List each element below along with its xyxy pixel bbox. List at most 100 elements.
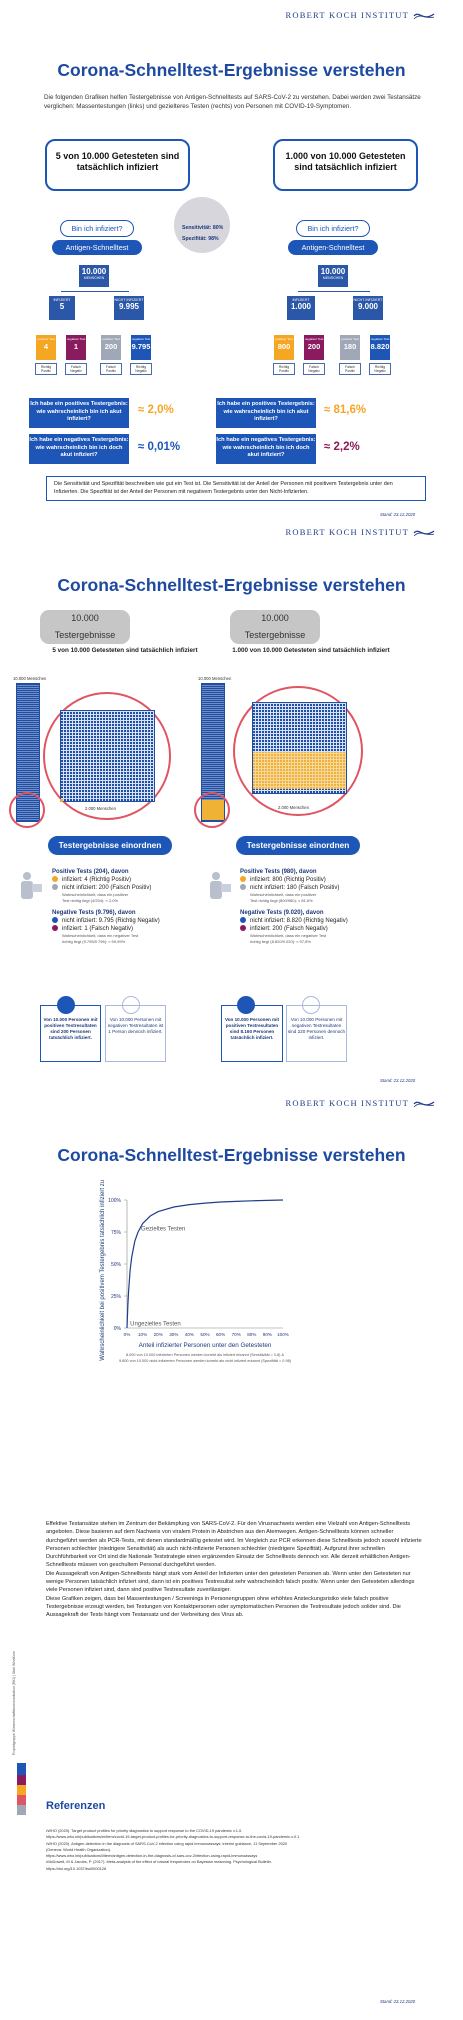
x-tick-label: 90% <box>263 1332 272 1337</box>
dot-blue-icon <box>240 917 246 924</box>
legend-right-pos-s2: Test richtig liegt (800/980): ≈ 81,6% <box>250 898 313 903</box>
legend-left-neg-b: infiziert: 1 (Falsch Negativ) <box>52 925 202 933</box>
tree-left-root: 10.000 MENSCHEN <box>79 265 109 287</box>
stripe-grey <box>17 1805 26 1815</box>
legend-left-neg-s2: richtig liegt (9.795/9.796): ≈ 99,99% <box>62 939 126 944</box>
x-tick-label: 60% <box>216 1332 225 1337</box>
band-left: 10.000 Testergebnisse <box>40 610 130 644</box>
legend-right-pos-s1: Wahrscheinlichkeit, dass ein positiver <box>250 892 317 897</box>
rki-logo-icon <box>413 13 435 20</box>
leaf-left-fp-label: Falsch Positiv <box>100 363 122 375</box>
x-tick-label: 50% <box>200 1332 209 1337</box>
leaf-left-fp: positiver Test 200 <box>101 335 121 360</box>
people-icon-left <box>21 872 42 899</box>
sidebar-credit: Projektgruppe Wissenschaftskommunikation… <box>12 1651 16 1755</box>
big-label-right: 2.000 Menschen <box>278 805 309 810</box>
waffle-yellow-right <box>253 752 346 789</box>
legend-right-pos-b: nicht infiziert: 180 (Falsch Positiv) <box>240 884 400 892</box>
tall-label-left: 10.000 Menschen <box>13 676 47 681</box>
leaf-right-fp: positiver Test 180 <box>340 335 360 360</box>
leaf-left-tn-label: Richtig Negativ <box>130 363 152 375</box>
legend-left-pos-s2: Test richtig liegt (4/204): ≈ 2,0% <box>62 898 118 903</box>
legend-left-pos-head: Positive Tests (204), davon <box>52 869 129 875</box>
legend-right-neg-s2: richtig liegt (8.820/9.020): ≈ 97,8% <box>250 939 311 944</box>
legend-right-neg-head: Negative Tests (9.020), davon <box>240 910 324 916</box>
y-tick-label: 75% <box>111 1230 122 1236</box>
legend-left-pos-b: nicht infiziert: 200 (Falsch Positiv) <box>52 884 202 892</box>
classify-pill-right: Testergebnisse einordnen <box>236 836 360 855</box>
card-pos-left: Von 10.000 Personen mit positiven Testre… <box>40 1005 101 1062</box>
pill-antigen-left: Antigen-Schnelltest <box>52 240 142 255</box>
references-list: •WHO (2020). Target product profiles for… <box>46 1828 426 1872</box>
legend-left-neg-head: Negative Tests (9.796), davon <box>52 910 136 916</box>
definition-box: Die Sensitivität und Spezifität beschrei… <box>46 476 426 501</box>
specificity-label: Spezifität: 98% <box>182 236 219 242</box>
dot-purple-icon <box>240 925 246 932</box>
leaf-left-tn: negativer Test 9.795 <box>131 335 151 360</box>
org-logo: ROBERT KOCH INSTITUT <box>286 10 435 22</box>
date-s2: Stand: 23.12.2020 <box>380 1078 416 1083</box>
legend-right-neg-s1: Wahrscheinlichkeit, dass ein negativer T… <box>250 933 327 938</box>
stripe-red <box>17 1795 26 1805</box>
legend-left-pos-s1: Wahrscheinlichkeit, dass ein positiver <box>62 892 129 897</box>
reference-line: https://doi.org/10.1037/bul0000126 <box>46 1865 107 1871</box>
x-tick-label: 70% <box>232 1332 241 1337</box>
zoom-circle-left <box>9 792 45 828</box>
leaf-left-fn-label: Falsch Negativ <box>65 363 87 375</box>
body-paragraph-2: Die Aussagekraft von Antigen-Schnelltest… <box>46 1570 415 1594</box>
org-name-3: ROBERT KOCH INSTITUT <box>285 1098 409 1108</box>
card-neg-right: Von 10.000 Personen mit negativen Testre… <box>286 1005 347 1062</box>
y-tick-label: 25% <box>111 1294 122 1300</box>
tree-right-notinfected: NICHT INFIZIERT 9.000 <box>353 296 383 320</box>
x-tick-label: 20% <box>154 1332 163 1337</box>
x-tick-label: 0% <box>124 1332 131 1337</box>
s2-left-head: 5 von 10.000 Getesteten sind tatsächlich… <box>52 647 198 654</box>
legend-left-neg-a: nicht infiziert: 9.795 (Richtig Negativ) <box>52 917 202 925</box>
series-line <box>126 1199 284 1329</box>
x-tick-label: 100% <box>277 1332 289 1337</box>
pill-antigen-right: Antigen-Schnelltest <box>288 240 378 255</box>
leaf-right-tp: positiver Test 800 <box>274 335 294 360</box>
legend-left-pos-a: infiziert: 4 (Richtig Positiv) <box>52 876 202 884</box>
band-right: 10.000 Testergebnisse <box>230 610 320 644</box>
dot-grey-icon <box>52 884 58 891</box>
reference-line: (Geneva: World Health Organization). <box>46 1846 112 1852</box>
right-pos-value: ≈ 81,6% <box>324 404 367 416</box>
annotation-ungezieltes: Ungezieltes Testen <box>130 1321 181 1327</box>
s2-right-head: 1.000 von 10.000 Getesteten sind tatsäch… <box>232 647 390 654</box>
body-paragraph-3: Diese Grafiken zeigen, dass bei Massente… <box>46 1595 401 1619</box>
date-s3: Stand: 23.12.2020 <box>380 1999 416 2004</box>
legend-left-neg-s1: Wahrscheinlichkeit, dass ein negativer T… <box>62 933 139 938</box>
legend-right-neg-a: nicht infiziert: 8.820 (Richtig Negativ) <box>240 917 400 925</box>
sensitivity-label: Sensitivität: 80% <box>182 225 224 231</box>
left-pos-value: ≈ 2,0% <box>138 404 174 416</box>
references-heading: Referenzen <box>46 1800 106 1812</box>
leaf-right-fp-label: Falsch Positiv <box>339 363 361 375</box>
tree-right-branch <box>298 291 370 292</box>
intro-text: Die folgenden Grafiken helfen Testergebn… <box>44 94 421 110</box>
dot-orange-icon <box>240 876 246 883</box>
reference-line: •McDowell, M & Jacobs, P. (2017). Meta-a… <box>46 1859 272 1865</box>
body-text: Effektive Testansätze stehen im Zentrum … <box>46 1520 426 1620</box>
stripe-purple <box>17 1775 26 1785</box>
leaf-right-tn: negativer Test 8.820 <box>370 335 390 360</box>
q-pos-right: Ich habe ein positives Testergebnis: wie… <box>216 398 316 428</box>
reference-line: •WHO (2020). Target product profiles for… <box>46 1828 243 1833</box>
legend-right-neg-b: infiziert: 200 (Falsch Negativ) <box>240 925 400 933</box>
reference-line: •WHO (2020). Antigen-detection in the di… <box>46 1840 288 1846</box>
body-paragraph-1: Effektive Testansätze stehen im Zentrum … <box>46 1521 422 1569</box>
leaf-right-fn-label: Falsch Negativ <box>303 363 325 375</box>
org-name-2: ROBERT KOCH INSTITUT <box>285 527 409 537</box>
x-tick-label: 40% <box>185 1332 194 1337</box>
stripe-orange <box>17 1785 26 1795</box>
tall-label-right: 10.000 Menschen <box>198 676 232 681</box>
leaf-right-fn: negativer Test 200 <box>304 335 324 360</box>
x-axis-label: Anteil infizierter Personen unter den Ge… <box>139 1342 272 1349</box>
people-icon-right <box>210 872 231 899</box>
annotation-gezieltes: Gezieltes Testen <box>141 1227 185 1233</box>
card-pos-right: Von 10.000 Personen mit positiven Testre… <box>221 1005 283 1062</box>
chart-note-2: 9.800 von 10.000 nicht infizierten Perso… <box>119 1359 292 1363</box>
q-pos-left: Ich habe ein positives Testergebnis: wie… <box>29 398 129 428</box>
virus-icon <box>174 197 230 253</box>
legend-left: Positive Tests (204), davon infiziert: 4… <box>52 868 202 945</box>
